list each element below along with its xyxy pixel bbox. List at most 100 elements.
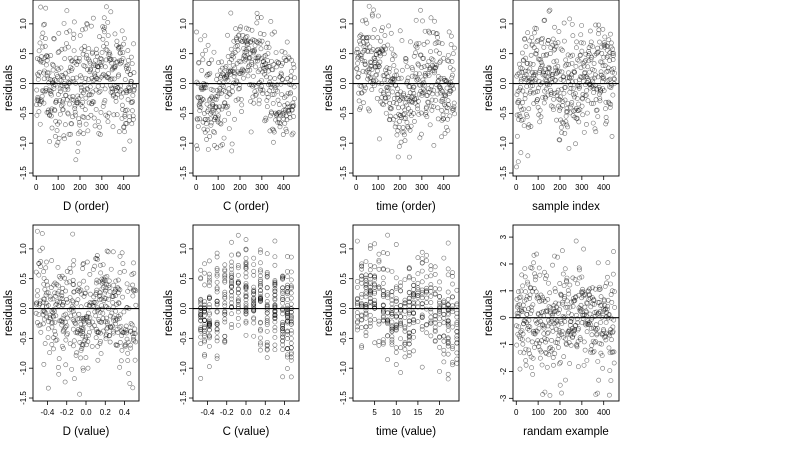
data-point	[71, 31, 77, 37]
data-point	[281, 116, 287, 122]
data-point	[387, 117, 393, 123]
data-point	[356, 90, 362, 96]
plot-frame	[352, 224, 460, 402]
data-point	[66, 131, 72, 137]
data-point	[114, 316, 120, 322]
data-point	[360, 18, 366, 24]
data-point	[110, 328, 116, 334]
x-axis-title: C (order)	[223, 201, 269, 213]
data-point	[208, 122, 214, 128]
data-point	[258, 247, 263, 253]
data-point	[220, 142, 225, 147]
data-point	[567, 304, 573, 310]
data-point	[567, 282, 573, 288]
data-point	[49, 324, 55, 330]
data-point	[52, 328, 58, 334]
data-point	[215, 72, 220, 78]
data-point	[109, 310, 115, 316]
data-point	[243, 246, 249, 252]
y-tick-label: -1.5	[19, 391, 28, 405]
data-point	[288, 345, 294, 351]
data-point	[34, 112, 40, 118]
data-point	[235, 69, 241, 75]
data-point	[128, 321, 134, 326]
data-point	[566, 62, 572, 67]
data-point	[243, 255, 249, 261]
data-point	[98, 110, 104, 115]
data-point	[584, 121, 589, 127]
data-point	[229, 148, 235, 154]
data-point	[599, 353, 605, 358]
y-tick-label: -0.5	[19, 331, 28, 345]
data-point	[115, 290, 121, 296]
data-point	[544, 51, 550, 57]
data-point	[65, 111, 71, 117]
data-point	[372, 277, 378, 282]
data-point	[197, 116, 202, 122]
data-point	[260, 87, 266, 93]
data-point	[283, 107, 288, 113]
data-point	[64, 332, 70, 338]
data-point	[445, 321, 451, 327]
data-point	[196, 59, 202, 65]
data-point	[206, 310, 212, 316]
data-point	[245, 68, 251, 73]
data-point	[286, 56, 292, 61]
data-point	[223, 64, 229, 69]
data-point	[72, 376, 77, 382]
data-point	[380, 293, 386, 299]
data-point	[354, 324, 360, 330]
data-point	[279, 48, 285, 54]
data-point	[537, 272, 543, 278]
data-point	[551, 305, 557, 311]
data-point	[265, 58, 270, 63]
data-point	[605, 274, 610, 280]
y-tick-label: 0.5	[179, 273, 188, 285]
data-point	[214, 250, 220, 256]
data-point	[558, 125, 564, 130]
data-point	[386, 85, 392, 91]
data-point	[230, 63, 236, 68]
data-point	[120, 261, 126, 266]
y-tick-label: 0	[499, 315, 508, 320]
data-point	[604, 306, 610, 312]
data-point	[269, 92, 275, 97]
data-point	[229, 252, 234, 258]
data-point	[359, 276, 365, 282]
data-point	[606, 37, 612, 43]
data-point	[359, 274, 365, 279]
data-point	[359, 280, 365, 286]
data-point	[409, 98, 415, 104]
data-point	[272, 283, 278, 289]
data-point	[248, 82, 254, 88]
data-point	[214, 145, 220, 151]
data-point	[354, 299, 360, 305]
data-point	[450, 281, 455, 287]
data-point	[398, 321, 403, 327]
data-point	[569, 312, 574, 318]
data-point	[593, 129, 599, 135]
data-point	[43, 292, 49, 298]
data-point	[198, 297, 204, 303]
data-point	[445, 297, 451, 302]
data-point	[576, 265, 582, 271]
data-point	[288, 254, 294, 260]
data-point	[523, 358, 529, 363]
data-point	[393, 304, 399, 310]
data-point	[555, 87, 561, 93]
data-point	[428, 333, 434, 339]
data-point	[206, 333, 212, 339]
data-point	[521, 76, 527, 81]
y-axis-title: residuals	[323, 290, 335, 336]
data-point	[611, 249, 616, 254]
data-point	[393, 350, 399, 355]
data-point	[556, 328, 562, 333]
data-point	[81, 87, 87, 93]
data-point	[521, 350, 527, 356]
y-tick-label: 1.0	[339, 243, 348, 255]
x-axis-title: randam example	[523, 426, 609, 438]
data-point	[385, 310, 391, 316]
data-point	[263, 115, 269, 121]
data-point	[553, 340, 559, 345]
data-point	[438, 58, 444, 64]
